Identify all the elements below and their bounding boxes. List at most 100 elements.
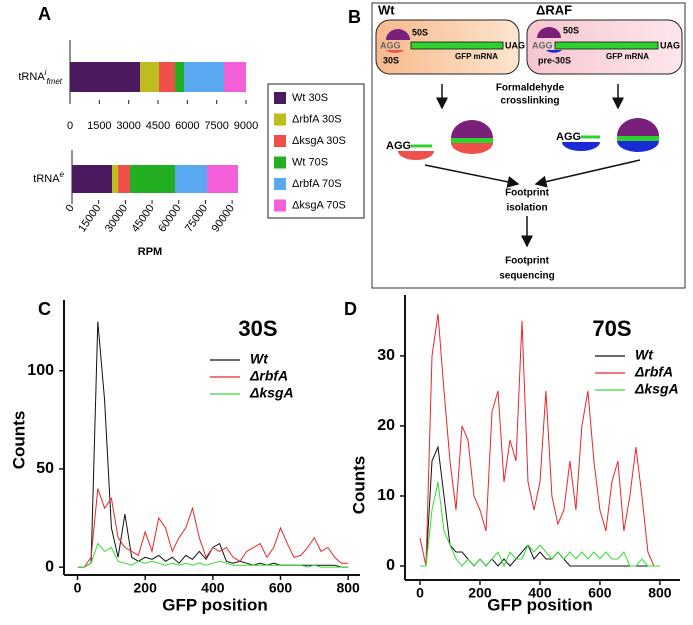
- arrow: [424, 164, 520, 188]
- x-tick-label: 800: [336, 580, 360, 596]
- codon: UAG: [505, 40, 525, 50]
- x-tick-label: 45000: [130, 203, 157, 235]
- wt-title: Wt: [378, 2, 395, 17]
- y-axis-label: Counts: [9, 411, 28, 470]
- legend-label: Wt: [250, 351, 269, 367]
- bar-segment: [140, 62, 159, 92]
- footprint: [617, 136, 659, 141]
- panel-label: B: [348, 7, 361, 27]
- bar-segment: [184, 62, 224, 92]
- category-label-part: fmet: [46, 77, 62, 86]
- bar-segment: [158, 62, 176, 92]
- data-line: [420, 481, 660, 568]
- legend-label: ΔrbfA 30S: [292, 113, 342, 125]
- legend-label: ΔrbfA: [634, 364, 673, 380]
- bar-segment: [118, 165, 130, 193]
- y-tick-label: 20: [377, 417, 395, 434]
- legend-label: Wt 70S: [292, 156, 328, 168]
- category-label-part: e: [60, 170, 65, 179]
- legend-label: ΔrbfA: [249, 368, 288, 384]
- legend-swatch: [274, 156, 286, 169]
- data-line: [420, 445, 660, 567]
- panel-label: C: [38, 299, 51, 319]
- data-line: [77, 321, 349, 568]
- raf-title: ΔRAF: [536, 2, 572, 17]
- bar-segment: [175, 165, 208, 193]
- step-text: sequencing: [499, 271, 555, 282]
- legend-label: ΔksgA: [634, 381, 679, 397]
- step-text: crosslinking: [501, 96, 560, 107]
- category-label: tRNAifmet: [18, 68, 62, 86]
- label-50s: 50S: [563, 25, 579, 35]
- label-30s: 30S: [383, 55, 399, 65]
- y-tick-label: 0: [386, 557, 395, 574]
- x-tick-label: 3000: [116, 120, 140, 132]
- ribosome-30s: [617, 141, 659, 152]
- legend-label: Wt: [635, 347, 654, 363]
- step-text: Formaldehyde: [496, 83, 565, 94]
- x-tick-label: 0: [74, 580, 82, 596]
- ribosome-pre30s: [562, 142, 600, 151]
- x-tick-label: 0: [63, 203, 76, 215]
- category-label-part: i: [45, 68, 47, 77]
- x-axis-label: RPM: [138, 246, 162, 258]
- x-tick-label: 60000: [156, 203, 183, 235]
- label-50s: 50S: [412, 27, 428, 37]
- codon: AGG: [532, 40, 553, 50]
- legend-label: ΔksgA 70S: [292, 199, 346, 211]
- category-label-part: tRNA: [33, 173, 60, 185]
- x-tick-label: 200: [468, 585, 492, 601]
- y-tick-label: 30: [377, 347, 395, 364]
- step-text: Footprint: [505, 256, 550, 267]
- data-line: [77, 542, 349, 568]
- panel-label: A: [38, 4, 51, 24]
- legend-swatch: [274, 199, 286, 212]
- ribosome-30s: [398, 151, 434, 160]
- step-text: isolation: [506, 203, 547, 214]
- legend-swatch: [274, 135, 286, 147]
- category-label: tRNAe: [33, 170, 64, 185]
- x-tick-label: 1500: [87, 120, 111, 132]
- codon: AGG: [556, 131, 581, 143]
- ribosome-pre30s: [546, 50, 562, 53]
- x-tick-label: 4500: [146, 120, 170, 132]
- x-tick-label: 0: [416, 585, 424, 601]
- ribosome-50s: [617, 118, 659, 136]
- legend-swatch: [274, 178, 286, 190]
- ribosome-50s: [451, 120, 493, 138]
- x-tick-label: 400: [528, 585, 552, 601]
- ribosome-30s: [451, 143, 493, 154]
- legend-swatch: [274, 92, 286, 104]
- y-tick-label: 0: [45, 558, 54, 575]
- y-axis-label: Counts: [349, 456, 368, 515]
- x-tick-label: 6000: [175, 120, 199, 132]
- x-tick-label: 600: [588, 585, 612, 601]
- x-tick-label: 30000: [103, 203, 130, 235]
- panel-label: D: [344, 299, 357, 319]
- diagram-frame: [371, 2, 686, 289]
- x-tick-label: 9000: [234, 120, 258, 132]
- bar-segment: [175, 62, 185, 92]
- legend-label: ΔrbfA 70S: [292, 178, 342, 190]
- x-tick-label: 15000: [76, 203, 103, 235]
- legend-label: Wt 30S: [292, 92, 328, 104]
- panel-b: B Wt ΔRAF 50S AGG UAG GFP mRNA 30S 50S A…: [348, 2, 686, 289]
- bar-segment: [72, 165, 113, 193]
- label-pre30s: pre-30S: [538, 55, 571, 65]
- category-label-part: tRNA: [18, 71, 45, 83]
- x-axis-label: GFP position: [162, 595, 267, 614]
- chart-title: 30S: [238, 316, 277, 341]
- x-tick-label: 75000: [183, 203, 210, 235]
- y-tick-label: 100: [27, 362, 54, 379]
- x-tick-label: 800: [648, 585, 672, 601]
- ribosome-50s: [386, 29, 410, 40]
- bar-segment: [129, 165, 176, 193]
- chart-title: 70S: [592, 316, 631, 341]
- x-tick-label: 7500: [204, 120, 228, 132]
- codon: AGG: [386, 140, 411, 152]
- x-tick-label: 0: [67, 120, 73, 132]
- legend-label: ΔksgA 30S: [292, 135, 346, 147]
- mrna-label: GFP mRNA: [455, 52, 498, 61]
- arrow: [534, 159, 641, 188]
- y-tick-label: 10: [377, 487, 395, 504]
